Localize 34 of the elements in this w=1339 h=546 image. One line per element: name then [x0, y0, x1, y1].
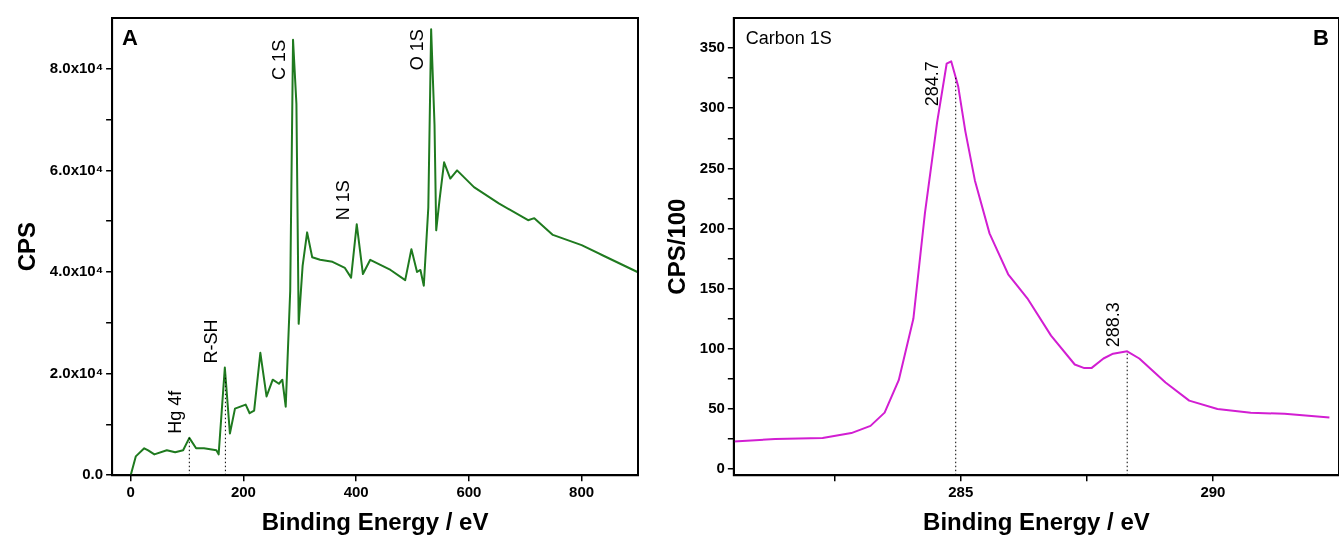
x-tick-label: 290 — [1200, 483, 1226, 501]
y-tick-label: 6.0x10⁴ — [49, 160, 104, 178]
y-tick-label: 150 — [699, 278, 725, 296]
x-axis-title: Binding Energy / eV — [923, 508, 1150, 536]
annotation: Carbon 1S — [745, 27, 832, 48]
y-tick-label: 0 — [716, 459, 725, 477]
x-axis-title: Binding Energy / eV — [261, 508, 489, 536]
annotation: O 1S — [407, 29, 428, 71]
y-tick-label: 200 — [699, 218, 725, 236]
annotation: C 1S — [269, 39, 289, 80]
chart-title: A — [122, 25, 139, 51]
y-tick-label: 50 — [708, 399, 725, 417]
chart-title: B — [1313, 25, 1329, 51]
annotation: Hg 4f — [165, 389, 186, 434]
x-tick-label: 285 — [948, 483, 974, 501]
x-tick-label: 800 — [569, 483, 595, 501]
y-tick-label: 2.0x10⁴ — [49, 363, 104, 381]
y-axis-title: CPS — [13, 221, 41, 272]
y-tick-label: 4.0x10⁴ — [49, 262, 104, 280]
x-tick-label: 200 — [230, 483, 256, 501]
y-axis-title: CPS/100 — [663, 198, 691, 295]
annotation: 284.7 — [921, 61, 942, 107]
y-tick-label: 100 — [699, 339, 725, 357]
x-tick-label: 600 — [456, 483, 482, 501]
y-tick-label: 300 — [699, 98, 725, 116]
y-tick-label: 8.0x10⁴ — [49, 58, 104, 76]
y-tick-label: 0.0 — [82, 465, 104, 483]
x-tick-label: 0 — [126, 483, 135, 501]
y-tick-label: 350 — [699, 38, 725, 56]
x-tick-label: 400 — [343, 483, 369, 501]
annotation: N 1S — [332, 180, 353, 221]
annotation: R-SH — [200, 319, 221, 364]
y-tick-label: 250 — [699, 158, 725, 176]
annotation: 288.3 — [1103, 302, 1124, 348]
